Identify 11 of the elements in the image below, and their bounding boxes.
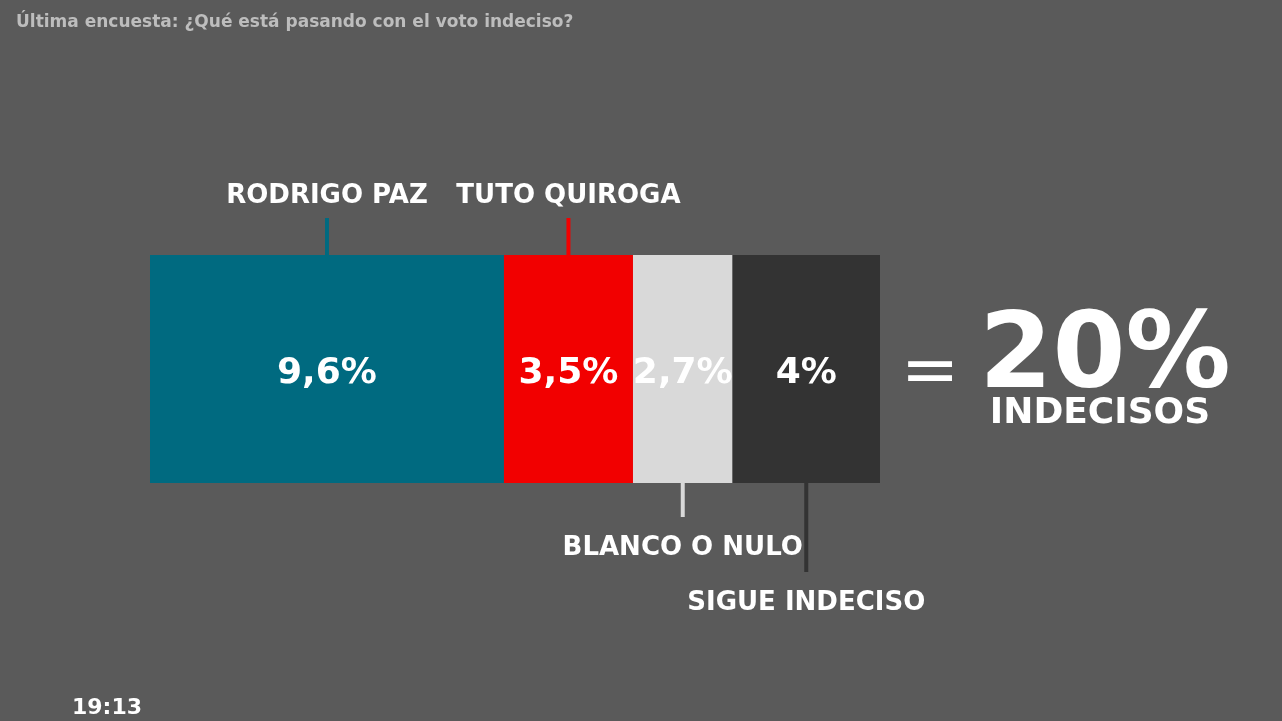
chart-title: Última encuesta: ¿Qué está pasando con el voto indeciso? xyxy=(16,10,574,31)
legend-label: BLANCO O NULO xyxy=(562,531,803,561)
data-label: 4% xyxy=(775,350,837,391)
text: TUTO QUIROGA xyxy=(456,179,681,209)
data-label: 9,6% xyxy=(277,350,377,391)
series-label: RODRIGO PAZ xyxy=(226,179,428,209)
text: 19:13 xyxy=(71,694,143,719)
text: INDECISOS xyxy=(989,390,1211,431)
data-label: 3,5% xyxy=(518,350,619,391)
text: = xyxy=(900,328,960,410)
text: SIGUE INDECISO xyxy=(687,586,926,616)
